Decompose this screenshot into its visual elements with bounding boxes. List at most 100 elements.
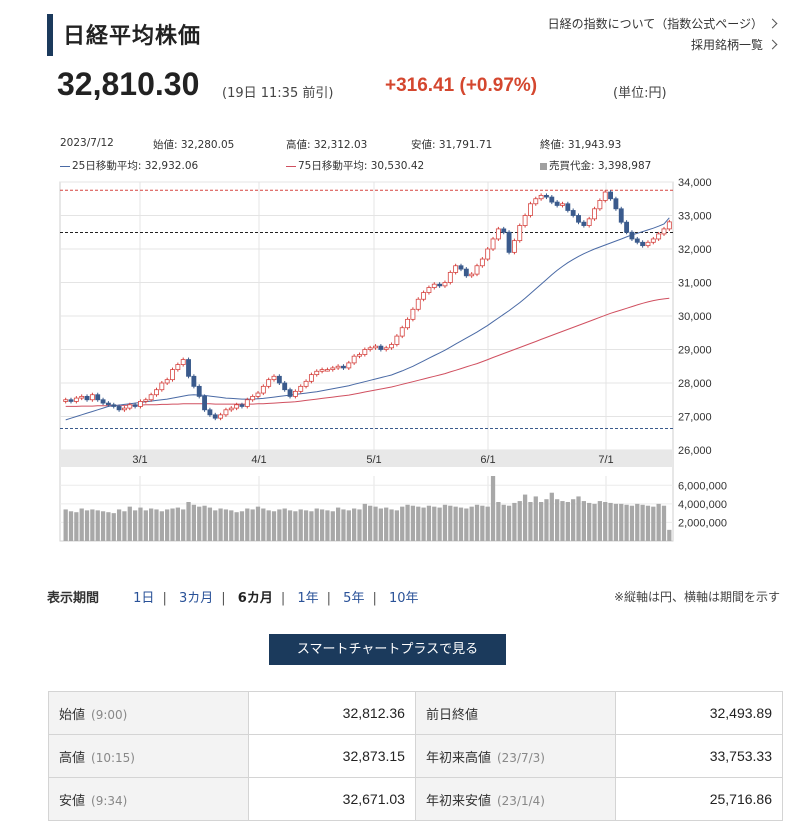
volume-bar	[106, 512, 111, 541]
stat-sub: (9:00)	[91, 707, 128, 722]
x-axis-labels: 3/1 4/1 5/1 6/1 7/1	[132, 454, 613, 466]
candle-body	[442, 282, 448, 287]
ma25-line-icon	[60, 165, 70, 167]
legend-ma25: 25日移動平均: 32,932.06	[60, 158, 198, 173]
stat-key: 高値 (10:15)	[47, 734, 250, 778]
volume-bars	[63, 476, 672, 541]
candle-body	[105, 402, 111, 406]
smart-chart-button[interactable]: スマートチャートプラスで見る	[269, 634, 506, 665]
x-tick-label: 6/1	[480, 454, 495, 466]
volume-bar	[309, 511, 314, 541]
candle-body	[666, 221, 672, 230]
volume-bar	[432, 506, 437, 541]
y-tick-label: 30,000	[678, 311, 712, 323]
volume-bar	[298, 509, 303, 541]
candle-body	[490, 238, 496, 250]
period-1d[interactable]: 1日	[133, 591, 155, 606]
volume-bar	[496, 502, 501, 541]
price-change: +316.41 (+0.97%)	[385, 75, 538, 96]
candle-body	[426, 287, 432, 293]
volume-bar	[576, 496, 581, 541]
period-3m[interactable]: 3カ月	[178, 591, 214, 606]
volume-bar	[250, 509, 255, 541]
volume-bar	[378, 508, 383, 541]
candle-body	[212, 414, 218, 419]
volume-bar	[213, 510, 218, 541]
volume-bar	[314, 508, 319, 541]
volume-bar	[624, 504, 629, 541]
candle-body	[565, 203, 571, 211]
period-5y[interactable]: 5年	[343, 591, 365, 606]
candle-body	[335, 365, 341, 369]
x-tick-label: 7/1	[598, 454, 613, 466]
title-accent-bar	[47, 14, 53, 56]
period-separator: |	[221, 591, 226, 606]
volume-bar	[325, 510, 330, 541]
table-row: 安値 (9:34) 32,671.03 年初来安値 (23/1/4) 25,716.…	[47, 777, 783, 821]
candle-body	[533, 198, 539, 205]
volume-bar	[373, 506, 378, 541]
candle-body	[560, 203, 565, 206]
candle-body	[325, 369, 330, 372]
candle-body	[431, 283, 437, 288]
volume-bar	[68, 511, 74, 541]
candle-body	[346, 362, 352, 369]
volume-bar	[261, 508, 266, 541]
volume-bar	[202, 505, 207, 541]
candle-body	[437, 283, 443, 287]
candle-body	[570, 210, 576, 216]
volume-bar	[191, 504, 197, 541]
volume-bar	[170, 508, 175, 541]
candle-body	[389, 344, 394, 349]
volume-bar	[352, 508, 357, 541]
candle-body	[463, 268, 469, 277]
volume-bar	[501, 504, 506, 541]
candle-body	[581, 221, 587, 226]
candle-body	[170, 369, 175, 381]
candle-body	[650, 238, 656, 243]
members-link[interactable]: 採用銘柄一覧	[690, 38, 778, 52]
y-tick-label: 33,000	[678, 211, 712, 223]
volume-bar	[464, 508, 469, 541]
candle-body	[164, 379, 170, 384]
period-10y[interactable]: 10年	[388, 591, 419, 606]
period-6m[interactable]: 6カ月	[237, 591, 273, 606]
volume-bar	[84, 510, 90, 541]
volume-bar	[656, 503, 661, 541]
candle-body	[656, 233, 662, 240]
candle-body	[143, 399, 149, 402]
volume-bar	[512, 502, 517, 541]
candle-body	[501, 228, 507, 233]
y-tick-label: 28,000	[678, 378, 712, 390]
stat-key-label: 年初来高値	[425, 750, 491, 766]
ohlc-high: 高値: 32,312.03	[286, 139, 368, 151]
volume-bar	[149, 508, 154, 541]
candle-body	[127, 404, 133, 409]
candle-body	[191, 375, 197, 387]
candle-body	[223, 409, 229, 416]
volume-bar	[528, 502, 533, 541]
candle-body	[218, 414, 224, 419]
stat-value: 32,671.03	[248, 777, 416, 821]
volume-tick-label: 4,000,000	[678, 499, 727, 511]
volume-bar	[421, 507, 426, 541]
candle-body	[79, 395, 85, 399]
volume-bar	[517, 501, 522, 541]
candle-body	[357, 354, 362, 357]
candle-body	[634, 238, 640, 243]
volume-bar	[490, 476, 496, 541]
volume-bar	[74, 512, 79, 541]
candle-body	[180, 359, 186, 365]
candle-body	[554, 201, 560, 206]
candle-body	[154, 389, 159, 396]
volume-bar	[592, 503, 597, 541]
period-1y[interactable]: 1年	[297, 591, 319, 606]
candle-body	[287, 389, 293, 397]
candle-body	[84, 395, 90, 401]
candle-body	[661, 228, 667, 235]
members-label: 採用銘柄一覧	[690, 38, 763, 52]
header-links: 日経の指数について（指数公式ページ） 採用銘柄一覧	[548, 14, 778, 56]
chart-frame	[59, 181, 674, 542]
table-row: 高値 (10:15) 32,873.15 年初来高値 (23/7/3) 33,753…	[47, 734, 783, 778]
index-about-link[interactable]: 日経の指数について（指数公式ページ）	[548, 17, 778, 31]
